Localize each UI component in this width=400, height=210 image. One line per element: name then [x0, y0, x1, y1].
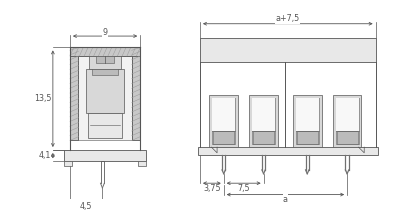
Bar	[253, 131, 274, 144]
Bar	[293, 95, 322, 147]
Bar	[337, 131, 358, 144]
Bar	[336, 98, 358, 131]
Bar	[297, 131, 318, 144]
Text: a+7,5: a+7,5	[276, 14, 300, 24]
Bar	[88, 113, 122, 138]
Text: 4,1: 4,1	[38, 151, 50, 160]
Bar	[92, 69, 118, 75]
Bar	[138, 161, 146, 166]
Bar	[296, 98, 319, 144]
Bar	[200, 38, 376, 62]
Bar	[252, 98, 275, 144]
Bar	[212, 98, 235, 144]
Text: a: a	[283, 195, 288, 204]
Bar	[96, 56, 114, 63]
Bar	[89, 56, 121, 69]
Bar	[64, 161, 72, 166]
Bar	[249, 95, 278, 147]
Bar	[132, 47, 140, 140]
Text: 9: 9	[102, 28, 108, 37]
Bar	[70, 47, 140, 56]
Bar	[333, 95, 361, 147]
Bar	[252, 98, 275, 131]
Bar	[213, 131, 234, 144]
Text: 4,5: 4,5	[80, 202, 92, 210]
Bar	[296, 98, 319, 131]
Bar	[70, 47, 78, 140]
Bar	[64, 150, 146, 161]
Text: 7,5: 7,5	[237, 184, 250, 193]
Bar	[212, 98, 235, 131]
Text: 13,5: 13,5	[34, 94, 51, 103]
Bar	[86, 69, 124, 113]
Bar	[198, 147, 378, 155]
Bar	[210, 95, 238, 147]
Bar	[336, 98, 358, 144]
Text: 3,75: 3,75	[203, 184, 221, 193]
Bar	[78, 56, 132, 140]
